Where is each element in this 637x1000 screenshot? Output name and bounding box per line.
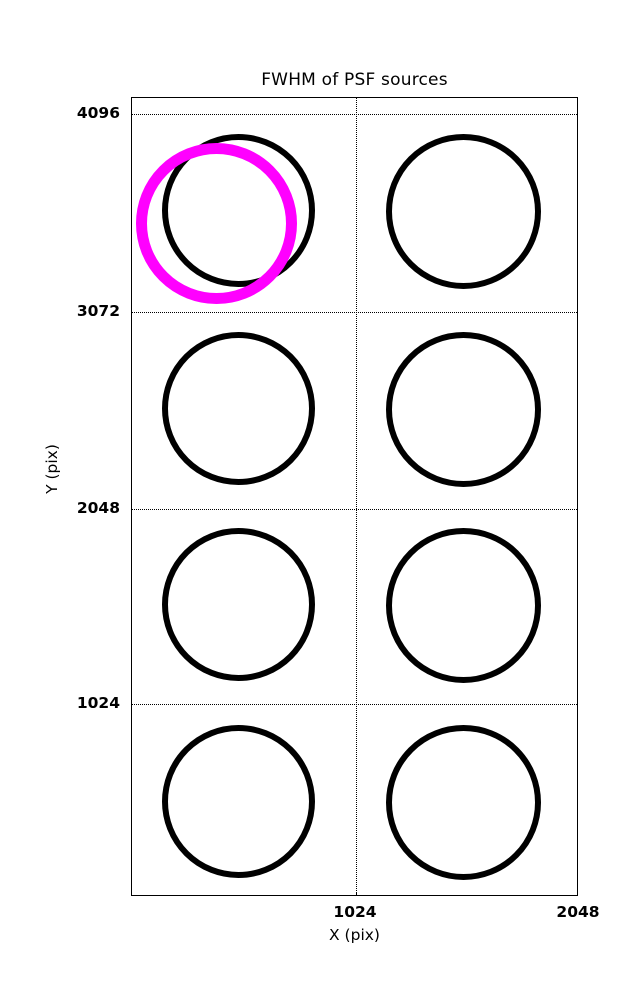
gridline-y-4096	[132, 114, 577, 115]
gridline-y-2048	[132, 509, 577, 510]
y-tick-label-3072: 3072	[76, 302, 120, 320]
x-tick-label-1024: 1024	[333, 903, 377, 921]
psf-source-marker[interactable]	[162, 332, 315, 485]
y-tick-label-1024: 1024	[76, 694, 120, 712]
psf-source-marker[interactable]	[162, 725, 315, 878]
psf-source-marker[interactable]	[386, 528, 541, 683]
psf-source-marker[interactable]	[162, 528, 315, 681]
tick-mark-x-1024	[356, 892, 357, 895]
gridline-y-1024	[132, 704, 577, 705]
gridline-y-3072	[132, 312, 577, 313]
chart-title: FWHM of PSF sources	[261, 70, 448, 90]
psf-source-marker[interactable]	[386, 725, 541, 880]
psf-source-marker[interactable]	[386, 134, 541, 289]
psf-source-marker[interactable]	[386, 332, 541, 487]
x-axis-label: X (pix)	[329, 926, 380, 944]
gridline-x-1024	[356, 98, 357, 895]
psf-source-highlight-marker[interactable]	[136, 143, 297, 304]
y-tick-label-2048: 2048	[76, 499, 120, 517]
x-tick-label-2048: 2048	[556, 903, 600, 921]
y-tick-label-4096: 4096	[76, 104, 120, 122]
plot-area[interactable]	[131, 97, 578, 896]
